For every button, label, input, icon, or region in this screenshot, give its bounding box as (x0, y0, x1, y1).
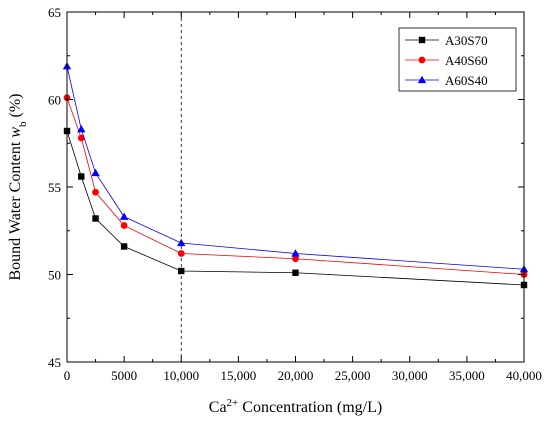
series-a40s60 (63, 94, 528, 278)
data-point-circle (292, 255, 299, 263)
series-a60s40 (62, 62, 529, 273)
data-point-triangle (177, 238, 186, 247)
data-point-square (120, 243, 128, 250)
legend-item-a40s60: A40S60 (405, 53, 488, 68)
data-point-triangle (417, 75, 427, 84)
legend-item-a30s70: A30S70 (405, 33, 488, 48)
data-point-circle (92, 188, 99, 196)
y-tick-label: 60 (48, 93, 61, 108)
x-tick-label: 35,000 (449, 368, 485, 383)
legend-item-a60s40: A60S40 (405, 73, 488, 88)
legend-box (398, 27, 517, 92)
data-point-circle (177, 250, 185, 257)
x-tick-label: 20,000 (278, 368, 314, 383)
x-tick-label: 40,000 (506, 368, 542, 383)
legend: A30S70 A40S60 A60S40 (398, 27, 517, 92)
y-tick-label: 65 (48, 5, 61, 20)
data-point-square (292, 269, 299, 276)
x-tick-label: 15,000 (221, 368, 257, 383)
data-point-triangle (119, 212, 129, 220)
y-axis-title: Bound Water Content wb (%) (7, 94, 29, 281)
legend-label: A40S60 (445, 53, 488, 68)
series-line (66, 97, 525, 275)
y-tick-label: 45 (48, 355, 61, 370)
x-tick-label: 25,000 (335, 368, 371, 383)
series-layer (62, 62, 529, 289)
y-tick-label: 50 (48, 268, 61, 283)
ticks: 0 5000 10,000 15,000 20,000 25,000 30,000 35,00… (48, 5, 542, 383)
legend-label: A30S70 (445, 33, 488, 48)
data-point-triangle (291, 249, 300, 257)
data-point-circle (418, 56, 426, 64)
data-point-square (78, 173, 85, 180)
data-point-square (418, 36, 426, 44)
x-tick-label: 5000 (111, 368, 137, 383)
series-line (66, 66, 525, 270)
data-point-circle (120, 222, 128, 229)
x-tick-label: 30,000 (392, 368, 428, 383)
legend-label: A60S40 (445, 73, 488, 88)
data-point-triangle (91, 168, 100, 177)
x-tick-label: 0 (64, 368, 71, 383)
data-point-circle (77, 134, 85, 142)
data-point-square (92, 215, 99, 222)
data-point-triangle (77, 125, 86, 133)
series-a30s70 (63, 127, 528, 289)
data-point-square (178, 267, 185, 275)
y-tick-label: 55 (48, 180, 61, 195)
x-tick-label: 10,000 (163, 368, 199, 383)
x-axis-title: Ca2+ Concentration (mg/L) (209, 397, 382, 416)
